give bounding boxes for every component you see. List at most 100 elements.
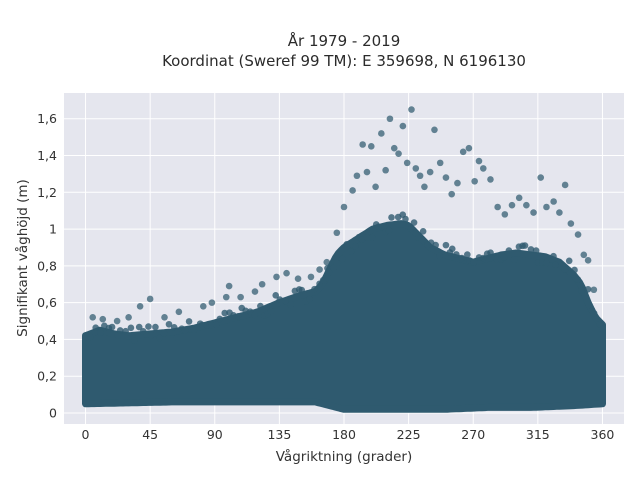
x-tick-label: 90 bbox=[207, 427, 223, 442]
cloud-edge-point bbox=[543, 259, 550, 267]
y-tick-labels: 0 0,2 0,4 0,6 0,8 1 1,2 1,4 1,6 bbox=[37, 111, 57, 420]
scatter-point bbox=[323, 258, 331, 266]
x-tick-label: 0 bbox=[82, 427, 90, 442]
y-tick-label: 0,8 bbox=[37, 258, 57, 273]
scatter-point bbox=[225, 282, 233, 290]
cloud-edge-point bbox=[92, 324, 99, 332]
y-tick-label: 0,4 bbox=[37, 332, 57, 347]
cloud-edge-point bbox=[470, 258, 478, 266]
scatter-point bbox=[471, 177, 478, 185]
scatter-point bbox=[561, 181, 569, 189]
cloud-edge-point bbox=[458, 254, 466, 262]
scatter-point bbox=[448, 190, 455, 198]
cloud-edge-point bbox=[147, 331, 155, 339]
cloud-edge-point bbox=[216, 315, 224, 323]
scatter-point bbox=[136, 303, 144, 310]
scatter-point bbox=[436, 159, 444, 167]
cloud-edge-point bbox=[257, 302, 264, 310]
cloud-edge-point bbox=[324, 264, 331, 272]
scatter-point bbox=[426, 168, 434, 176]
scatter-point bbox=[580, 251, 588, 259]
cloud-edge-point bbox=[419, 228, 427, 235]
scatter-point bbox=[340, 203, 348, 211]
scatter-point bbox=[523, 201, 530, 209]
scatter-point bbox=[574, 231, 582, 238]
y-tick-label: 1 bbox=[49, 222, 57, 237]
cloud-edge-point bbox=[160, 329, 168, 337]
cloud-edge-point bbox=[375, 223, 382, 231]
cloud-edge-point bbox=[267, 307, 275, 315]
scatter-point bbox=[294, 275, 302, 283]
cloud-edge-point bbox=[596, 320, 604, 328]
scatter-point bbox=[412, 165, 420, 172]
cloud-edge-point bbox=[339, 255, 346, 263]
cloud-edge-point bbox=[561, 266, 569, 273]
cloud-edge-point bbox=[347, 248, 355, 256]
scatter-point bbox=[359, 141, 366, 148]
cloud-edge-point bbox=[453, 251, 460, 258]
scatter-point bbox=[537, 174, 545, 181]
scatter-point bbox=[273, 273, 280, 281]
scatter-point bbox=[421, 183, 428, 191]
scatter-point bbox=[543, 203, 550, 211]
scatter-point bbox=[307, 273, 315, 281]
cloud-edge-point bbox=[500, 253, 508, 261]
cloud-edge-point bbox=[505, 247, 513, 254]
y-tick-label: 0 bbox=[49, 405, 57, 420]
scatter-point bbox=[372, 183, 379, 191]
cloud-edge-point bbox=[442, 241, 450, 249]
cloud-edge-point bbox=[527, 246, 535, 253]
scatter-point bbox=[465, 144, 473, 152]
cloud-edge-point bbox=[212, 321, 220, 329]
cloud-edge-point bbox=[170, 324, 178, 331]
scatter-point bbox=[556, 209, 563, 216]
scatter-point bbox=[416, 172, 424, 180]
cloud-edge-point bbox=[221, 309, 228, 317]
cloud-edge-point bbox=[127, 324, 135, 332]
scatter-point bbox=[333, 229, 341, 237]
cloud-edge-point bbox=[352, 242, 359, 250]
cloud-edge-point bbox=[574, 276, 582, 283]
scatter-point bbox=[584, 257, 592, 264]
cloud-edge-point bbox=[173, 334, 181, 342]
y-axis-title: Signifikant våghöjd (m) bbox=[14, 179, 31, 337]
dense-point-cloud bbox=[82, 211, 606, 413]
scatter-point bbox=[113, 317, 121, 325]
x-tick-label: 315 bbox=[526, 427, 550, 442]
cloud-edge-point bbox=[599, 325, 606, 333]
cloud-edge-point bbox=[276, 296, 284, 303]
scatter-point bbox=[146, 295, 154, 303]
scatter-point bbox=[199, 303, 207, 310]
x-tick-label: 270 bbox=[461, 427, 485, 442]
scatter-point bbox=[251, 288, 259, 295]
cloud-edge-point bbox=[156, 334, 163, 342]
scatter-point bbox=[258, 280, 266, 288]
scatter-point bbox=[530, 209, 537, 216]
scatter-point bbox=[442, 174, 450, 181]
cloud-edge-point bbox=[84, 339, 92, 347]
scatter-point bbox=[353, 172, 361, 180]
cloud-edge-point bbox=[363, 234, 371, 241]
scatter-point bbox=[501, 211, 509, 218]
cloud-edge-point bbox=[578, 287, 585, 294]
cloud-edge-point bbox=[464, 251, 471, 258]
cloud-edge-point bbox=[552, 261, 559, 269]
cloud-edge-point bbox=[97, 329, 104, 336]
scatter-point bbox=[125, 314, 132, 321]
y-tick-label: 1,2 bbox=[37, 185, 57, 200]
scatter-point bbox=[567, 220, 575, 227]
scatter-point bbox=[399, 122, 407, 130]
scatter-point bbox=[475, 157, 483, 165]
chart-title-line-1: År 1979 - 2019 bbox=[288, 31, 401, 50]
cloud-edge-point bbox=[122, 327, 129, 335]
scatter-point bbox=[367, 143, 375, 150]
cloud-edge-point bbox=[330, 264, 337, 272]
scatter-point bbox=[382, 166, 389, 174]
cloud-edge-point bbox=[480, 254, 487, 262]
y-tick-label: 0,2 bbox=[37, 369, 57, 384]
cloud-edge-point bbox=[251, 311, 258, 319]
scatter-point bbox=[459, 148, 467, 156]
cloud-edge-point bbox=[565, 257, 573, 265]
x-tick-label: 180 bbox=[332, 427, 356, 442]
